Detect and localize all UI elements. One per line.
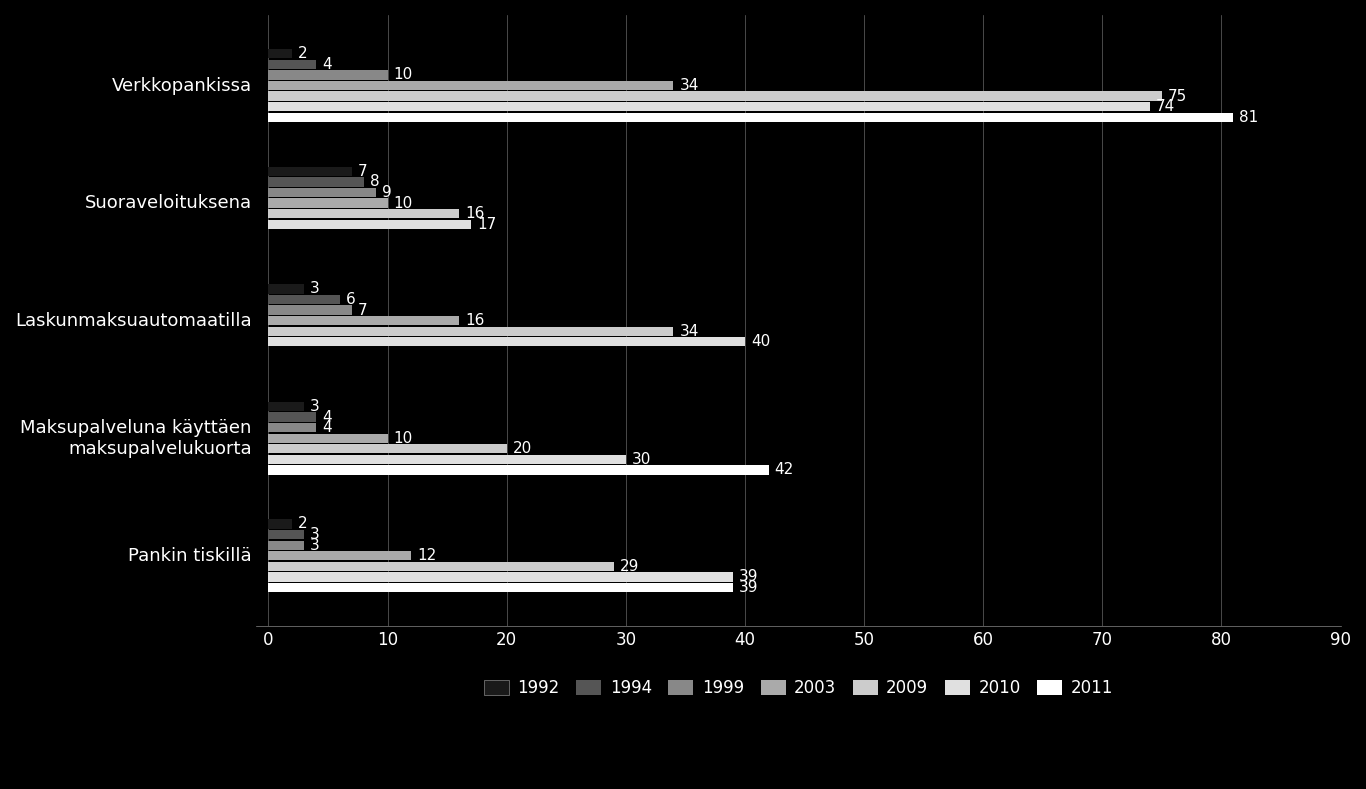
Bar <box>268 92 1162 101</box>
Text: 7: 7 <box>358 164 367 179</box>
Bar <box>268 402 305 411</box>
Bar <box>268 60 316 69</box>
Text: 2: 2 <box>298 47 307 62</box>
Text: 75: 75 <box>1168 88 1187 103</box>
Bar <box>268 219 471 229</box>
Bar <box>268 540 305 550</box>
Bar <box>268 81 673 90</box>
Bar <box>268 295 340 304</box>
Text: 39: 39 <box>739 570 758 585</box>
Text: 10: 10 <box>393 67 413 83</box>
Bar <box>268 454 626 464</box>
Bar <box>268 70 388 80</box>
Text: 16: 16 <box>464 313 485 328</box>
Bar <box>268 209 459 219</box>
Bar <box>268 530 305 539</box>
Bar <box>268 583 734 592</box>
Text: 6: 6 <box>346 292 355 307</box>
Bar <box>268 327 673 336</box>
Text: 2: 2 <box>298 517 307 532</box>
Bar <box>268 316 459 325</box>
Bar <box>268 519 292 529</box>
Bar <box>268 572 734 581</box>
Text: 74: 74 <box>1156 99 1175 114</box>
Text: 8: 8 <box>370 174 380 189</box>
Text: 30: 30 <box>631 452 652 467</box>
Text: 3: 3 <box>310 399 320 414</box>
Text: 4: 4 <box>322 420 332 435</box>
Text: 29: 29 <box>620 559 639 574</box>
Text: 39: 39 <box>739 580 758 595</box>
Legend: 1992, 1994, 1999, 2003, 2009, 2010, 2011: 1992, 1994, 1999, 2003, 2009, 2010, 2011 <box>477 672 1120 704</box>
Bar <box>268 49 292 58</box>
Bar <box>268 102 1150 111</box>
Text: 3: 3 <box>310 282 320 297</box>
Text: 81: 81 <box>1239 110 1258 125</box>
Bar <box>268 444 507 454</box>
Bar <box>268 305 352 315</box>
Text: 10: 10 <box>393 196 413 211</box>
Text: 3: 3 <box>310 527 320 542</box>
Bar <box>268 198 388 208</box>
Bar <box>268 466 769 474</box>
Text: 3: 3 <box>310 537 320 552</box>
Text: 12: 12 <box>417 548 437 563</box>
Bar <box>268 551 411 560</box>
Text: 40: 40 <box>751 335 770 350</box>
Text: 4: 4 <box>322 57 332 72</box>
Text: 10: 10 <box>393 431 413 446</box>
Bar <box>268 178 363 186</box>
Bar <box>268 423 316 432</box>
Text: 42: 42 <box>775 462 794 477</box>
Bar <box>268 413 316 421</box>
Text: 20: 20 <box>512 441 531 456</box>
Bar <box>268 337 744 346</box>
Bar <box>268 562 613 571</box>
Text: 16: 16 <box>464 206 485 221</box>
Text: 9: 9 <box>381 185 391 200</box>
Text: 17: 17 <box>477 217 496 232</box>
Bar <box>268 188 376 197</box>
Bar <box>268 433 388 443</box>
Bar <box>268 284 305 294</box>
Text: 34: 34 <box>679 78 699 93</box>
Text: 34: 34 <box>679 323 699 338</box>
Bar <box>268 166 352 176</box>
Bar <box>268 113 1233 122</box>
Text: 4: 4 <box>322 409 332 424</box>
Text: 7: 7 <box>358 302 367 317</box>
